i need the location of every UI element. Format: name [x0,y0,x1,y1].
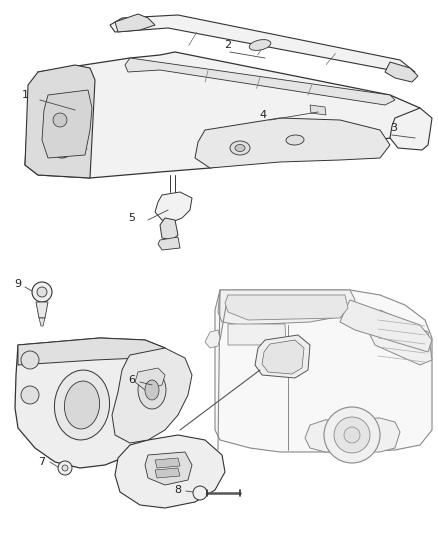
Ellipse shape [249,39,271,51]
Circle shape [46,106,74,134]
Circle shape [21,351,39,369]
Ellipse shape [235,144,245,151]
Circle shape [344,427,360,443]
Text: 3: 3 [391,123,398,133]
Polygon shape [25,52,420,178]
Polygon shape [155,468,180,478]
Circle shape [193,486,207,500]
Circle shape [37,287,47,297]
Ellipse shape [64,381,99,429]
Polygon shape [155,458,180,468]
Polygon shape [39,318,45,326]
Text: 6: 6 [128,375,135,385]
Polygon shape [160,218,178,240]
Polygon shape [215,290,432,452]
Text: 7: 7 [39,457,46,467]
Polygon shape [112,348,192,443]
Circle shape [334,417,370,453]
Polygon shape [25,65,95,178]
Polygon shape [42,90,92,158]
Ellipse shape [145,380,159,400]
Text: 1: 1 [21,90,28,100]
Circle shape [52,138,72,158]
Polygon shape [155,192,192,222]
Polygon shape [228,324,286,345]
Circle shape [53,113,67,127]
Polygon shape [370,310,432,365]
Polygon shape [255,335,310,378]
Polygon shape [125,58,395,105]
Polygon shape [15,338,170,468]
Text: 9: 9 [14,279,21,289]
Polygon shape [135,368,165,390]
Polygon shape [340,300,432,352]
Polygon shape [36,302,48,318]
Polygon shape [262,340,304,374]
Text: 5: 5 [128,213,135,223]
Polygon shape [205,330,220,348]
Polygon shape [18,338,165,365]
Polygon shape [225,295,348,320]
Polygon shape [195,118,390,168]
Text: 4: 4 [259,110,267,120]
Ellipse shape [230,141,250,155]
Text: 2: 2 [224,40,232,50]
Polygon shape [158,237,180,250]
Polygon shape [218,290,355,325]
Polygon shape [310,105,326,115]
Circle shape [32,282,52,302]
Polygon shape [385,62,418,82]
Polygon shape [115,435,225,508]
Polygon shape [390,108,432,150]
Circle shape [21,386,39,404]
Circle shape [58,461,72,475]
Polygon shape [305,418,400,452]
Ellipse shape [286,135,304,145]
Text: 8: 8 [174,485,182,495]
Polygon shape [115,14,155,32]
Polygon shape [110,15,415,78]
Circle shape [324,407,380,463]
Polygon shape [145,452,192,485]
Ellipse shape [138,371,166,409]
Ellipse shape [54,370,110,440]
Circle shape [62,465,68,471]
